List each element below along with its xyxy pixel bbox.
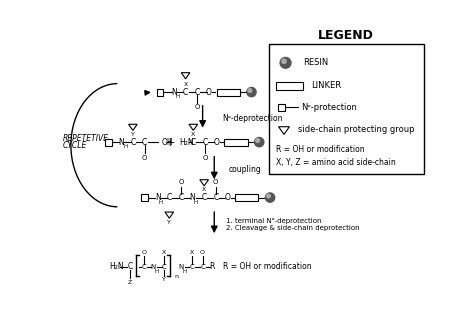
Text: LEGEND: LEGEND bbox=[318, 29, 374, 42]
Text: H: H bbox=[123, 144, 127, 149]
Bar bbox=[276, 82, 303, 90]
Polygon shape bbox=[181, 73, 190, 79]
Circle shape bbox=[248, 89, 252, 92]
Text: R = OH or modification: R = OH or modification bbox=[276, 145, 365, 154]
Text: side-chain protecting group: side-chain protecting group bbox=[298, 125, 414, 134]
Text: H: H bbox=[159, 200, 163, 205]
Text: RESIN: RESIN bbox=[303, 58, 328, 67]
Text: H: H bbox=[183, 269, 187, 274]
Polygon shape bbox=[128, 124, 137, 130]
Text: H₂N: H₂N bbox=[109, 262, 124, 271]
Text: O: O bbox=[200, 250, 205, 255]
Text: Y: Y bbox=[167, 220, 171, 225]
Circle shape bbox=[282, 59, 286, 64]
Circle shape bbox=[280, 58, 291, 68]
Text: R = OH or modification: R = OH or modification bbox=[223, 262, 311, 271]
Text: X: X bbox=[162, 250, 166, 255]
Circle shape bbox=[267, 194, 270, 198]
Bar bbox=[268, 44, 423, 174]
Text: C: C bbox=[201, 193, 207, 202]
Text: H: H bbox=[176, 94, 180, 99]
Polygon shape bbox=[200, 180, 209, 186]
Bar bbox=[235, 194, 258, 201]
Text: C: C bbox=[190, 264, 194, 270]
Text: OH: OH bbox=[162, 138, 173, 147]
Text: X: X bbox=[190, 250, 194, 255]
Text: n: n bbox=[174, 274, 178, 279]
Text: Y: Y bbox=[131, 132, 135, 137]
Text: C: C bbox=[167, 193, 172, 202]
Text: LINKER: LINKER bbox=[311, 81, 341, 90]
Text: Y: Y bbox=[162, 277, 166, 282]
Circle shape bbox=[256, 139, 259, 142]
Text: N: N bbox=[118, 138, 124, 147]
Text: C: C bbox=[183, 88, 188, 97]
Text: X: X bbox=[191, 132, 195, 137]
Text: H: H bbox=[193, 200, 198, 205]
Text: O: O bbox=[206, 88, 212, 97]
Bar bbox=[141, 194, 148, 201]
Text: C: C bbox=[162, 264, 166, 270]
Text: N: N bbox=[190, 193, 195, 202]
Bar bbox=[105, 139, 111, 146]
Text: C: C bbox=[202, 138, 208, 147]
Text: C: C bbox=[213, 193, 219, 202]
Text: C: C bbox=[200, 264, 205, 270]
Text: C: C bbox=[130, 138, 136, 147]
Bar bbox=[156, 89, 164, 96]
Circle shape bbox=[247, 87, 256, 97]
Text: REPETETIVE: REPETETIVE bbox=[63, 134, 109, 143]
Bar bbox=[278, 104, 285, 111]
Text: C: C bbox=[178, 193, 183, 202]
Text: X: X bbox=[202, 187, 206, 192]
Text: C: C bbox=[141, 264, 146, 270]
Text: C: C bbox=[191, 138, 196, 147]
Text: O: O bbox=[178, 179, 183, 185]
Text: O: O bbox=[202, 155, 208, 161]
Bar bbox=[224, 139, 247, 146]
Text: N: N bbox=[178, 264, 183, 270]
Text: N: N bbox=[171, 88, 177, 97]
Text: N: N bbox=[150, 264, 155, 270]
Text: CYCLE: CYCLE bbox=[63, 141, 88, 151]
Text: O: O bbox=[141, 250, 146, 255]
Text: 1. terminal Nᵅ-deprotection: 1. terminal Nᵅ-deprotection bbox=[226, 218, 321, 224]
Text: X, Y, Z = amino acid side-chain: X, Y, Z = amino acid side-chain bbox=[276, 159, 396, 167]
Text: C: C bbox=[127, 262, 132, 271]
Text: 2. Cleavage & side-chain deprotection: 2. Cleavage & side-chain deprotection bbox=[226, 225, 359, 231]
Bar bbox=[217, 89, 240, 96]
Circle shape bbox=[255, 137, 264, 147]
Text: O: O bbox=[214, 138, 219, 147]
Text: C: C bbox=[142, 138, 147, 147]
Text: O: O bbox=[213, 179, 219, 185]
Text: X: X bbox=[183, 82, 188, 87]
Text: coupling: coupling bbox=[228, 165, 261, 173]
Text: N: N bbox=[155, 193, 161, 202]
Text: Nᵅ-deprotection: Nᵅ-deprotection bbox=[222, 114, 283, 123]
Text: H: H bbox=[155, 269, 159, 274]
Text: H₂N: H₂N bbox=[179, 138, 194, 147]
Text: C: C bbox=[194, 88, 200, 97]
Polygon shape bbox=[189, 124, 198, 130]
Text: O: O bbox=[225, 193, 230, 202]
Text: O: O bbox=[142, 155, 147, 161]
Text: Nᵅ-protection: Nᵅ-protection bbox=[301, 103, 357, 112]
Polygon shape bbox=[279, 127, 290, 134]
Text: +: + bbox=[165, 136, 175, 149]
Text: R: R bbox=[209, 262, 215, 271]
Polygon shape bbox=[165, 212, 173, 218]
Text: Z: Z bbox=[128, 280, 132, 285]
Circle shape bbox=[265, 193, 275, 202]
Text: O: O bbox=[194, 105, 200, 111]
